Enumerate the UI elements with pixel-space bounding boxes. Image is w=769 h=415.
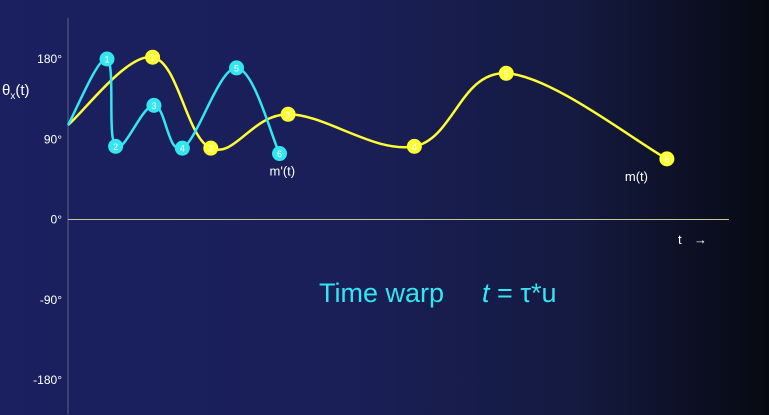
keyframe-marker bbox=[280, 106, 296, 122]
x-axis-arrow-icon: → bbox=[694, 232, 707, 247]
series-layer: 1 2 3 4 5 6 m(t) 1 2 3 4 5 6 m'(t) bbox=[66, 49, 675, 184]
keyframe-marker bbox=[146, 97, 162, 113]
x-axis-label: t bbox=[678, 232, 682, 247]
keyframe-number: 5 bbox=[504, 69, 509, 79]
time-warp-var: t bbox=[482, 278, 491, 308]
keyframe-number: 2 bbox=[113, 142, 118, 152]
keyframe-marker bbox=[174, 140, 190, 156]
y-tick-label: 90° bbox=[44, 132, 62, 146]
y-tick-label: -90° bbox=[40, 293, 62, 307]
time-warp-rest: = τ*u bbox=[490, 278, 557, 308]
time-warp-annotation: Time warp t = τ*u bbox=[319, 278, 557, 308]
time-warp-prefix: Time warp bbox=[319, 278, 444, 308]
keyframe-marker bbox=[659, 151, 675, 167]
series-line bbox=[66, 57, 281, 155]
keyframe-number: 4 bbox=[412, 142, 417, 152]
y-axis-label-sub: x bbox=[10, 91, 15, 102]
y-tick-label: 180° bbox=[37, 52, 62, 66]
keyframe-number: 4 bbox=[180, 144, 185, 154]
keyframe-number: 3 bbox=[286, 110, 291, 120]
y-tick-label: 0° bbox=[51, 213, 63, 227]
keyframe-number: 5 bbox=[234, 63, 239, 73]
y-axis-label-base: θ bbox=[2, 82, 10, 99]
keyframe-marker bbox=[272, 146, 288, 162]
keyframe-marker bbox=[99, 51, 115, 67]
keyframe-marker bbox=[498, 65, 514, 81]
keyframe-marker bbox=[145, 49, 161, 65]
y-tick-labels: 180° 90° 0° -90° -180° bbox=[33, 52, 62, 387]
series-m: 1 2 3 4 5 6 m(t) bbox=[67, 49, 675, 184]
keyframe-marker bbox=[406, 138, 422, 154]
keyframe-number: 1 bbox=[104, 55, 109, 65]
keyframe-marker bbox=[203, 140, 219, 156]
keyframe-number: 1 bbox=[150, 53, 155, 63]
y-tick-label: -180° bbox=[33, 373, 62, 387]
y-axis-label: θx(t) bbox=[2, 82, 30, 102]
series-m-prime: 1 2 3 4 5 6 m'(t) bbox=[66, 51, 296, 179]
keyframe-number: 6 bbox=[277, 149, 282, 159]
series-name-label: m'(t) bbox=[270, 164, 296, 179]
y-axis-label-tail: (t) bbox=[15, 82, 29, 99]
keyframe-number: 2 bbox=[208, 144, 213, 154]
keyframe-marker bbox=[108, 138, 124, 154]
keyframe-number: 3 bbox=[151, 101, 156, 111]
keyframe-marker bbox=[229, 60, 245, 76]
keyframe-number: 6 bbox=[664, 154, 669, 164]
series-name-label: m(t) bbox=[625, 169, 648, 184]
